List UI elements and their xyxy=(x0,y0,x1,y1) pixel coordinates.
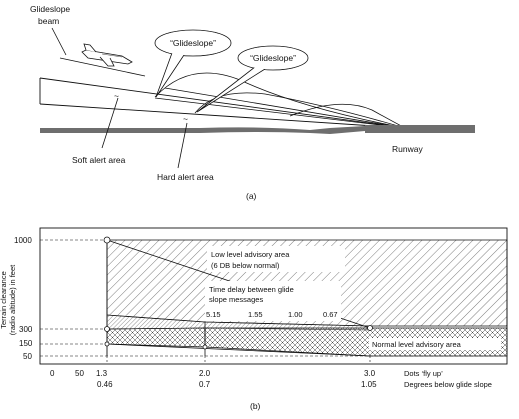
x-tick: 3.0 xyxy=(364,369,376,378)
low-level-label-2: (6 DB below normal) xyxy=(211,261,280,270)
time-delay-box xyxy=(205,281,341,321)
runway-strip xyxy=(365,125,475,133)
x-tick-degrees: 1.05 xyxy=(361,380,377,389)
beam-upper-line xyxy=(39,77,406,129)
hard-alert-pointer xyxy=(177,122,188,169)
normal-level-label: Normal level advisory area xyxy=(372,340,462,349)
low-level-label-1: Low level advisory area xyxy=(211,250,290,259)
marker-150 xyxy=(104,341,110,347)
callout-text-2: “Glideslope” xyxy=(250,53,296,63)
glideslope-beam-label-1: Glideslope xyxy=(30,4,70,14)
x-tick: 2.0 xyxy=(199,369,211,378)
low-level-label-box xyxy=(207,246,345,272)
delay-value: 0.67 xyxy=(323,310,338,319)
beam-lower-line xyxy=(39,103,406,129)
delay-value: 1.55 xyxy=(248,310,263,319)
delay-value: 1.00 xyxy=(288,310,303,319)
normal-level-label-box xyxy=(369,338,501,350)
x-tick-degrees: 0.7 xyxy=(199,380,211,389)
soft-alert-tilde: ~ xyxy=(114,91,119,101)
delay-value: 5.15 xyxy=(206,310,221,319)
glideslope-beam-label-2: beam xyxy=(38,16,59,26)
caption-b: (b) xyxy=(250,401,261,411)
y-tick-300: 300 xyxy=(19,325,33,334)
beam-pointer xyxy=(51,27,67,56)
y-axis-label-2: (radio altitude) in feet xyxy=(8,264,17,335)
marker-1000 xyxy=(103,236,111,244)
marker-300 xyxy=(104,326,110,332)
marker-right xyxy=(367,325,373,331)
figure-b: Low level advisory area (6 DB below norm… xyxy=(0,227,508,411)
y-tick-1000: 1000 xyxy=(14,236,32,245)
dots-fly-up-label: Dots ‘fly up’ xyxy=(404,369,443,378)
hard-alert-tilde: ~ xyxy=(183,114,188,124)
glideslope-line-2 xyxy=(164,87,406,129)
time-delay-label-1: Time delay between glide xyxy=(209,285,294,294)
lower-wedge-region xyxy=(106,327,206,348)
glideslope-line xyxy=(154,97,406,129)
x-tick-degrees: 0.46 xyxy=(97,380,113,389)
x-tick: 0 xyxy=(50,369,55,378)
y-axis-label-1: Terrain clearance xyxy=(0,271,8,329)
aircraft-icon xyxy=(81,43,133,67)
soft-alert-label: Soft alert area xyxy=(72,155,126,165)
marker-mid xyxy=(202,344,208,350)
figure-a: “Glideslope” “Glideslope” Glideslope bea… xyxy=(30,4,475,201)
x-tick: 1.3 xyxy=(96,369,108,378)
callout-text-1: “Glideslope” xyxy=(170,38,216,48)
degrees-below-label: Degrees below glide slope xyxy=(404,380,492,389)
soft-alert-curve xyxy=(154,72,406,129)
hard-alert-label: Hard alert area xyxy=(157,172,214,182)
x-tick: 50 xyxy=(75,369,84,378)
y-tick-50: 50 xyxy=(23,352,32,361)
ground-strip xyxy=(40,126,365,134)
lower-boundary-line xyxy=(106,343,371,357)
glideslope-beam-line xyxy=(59,57,146,77)
time-delay-label-2: slope messages xyxy=(209,295,263,304)
y-tick-150: 150 xyxy=(19,339,33,348)
soft-alert-pointer xyxy=(101,97,119,149)
runway-label: Runway xyxy=(392,144,423,154)
caption-a: (a) xyxy=(246,191,257,201)
outer-alert-curve xyxy=(289,103,406,129)
